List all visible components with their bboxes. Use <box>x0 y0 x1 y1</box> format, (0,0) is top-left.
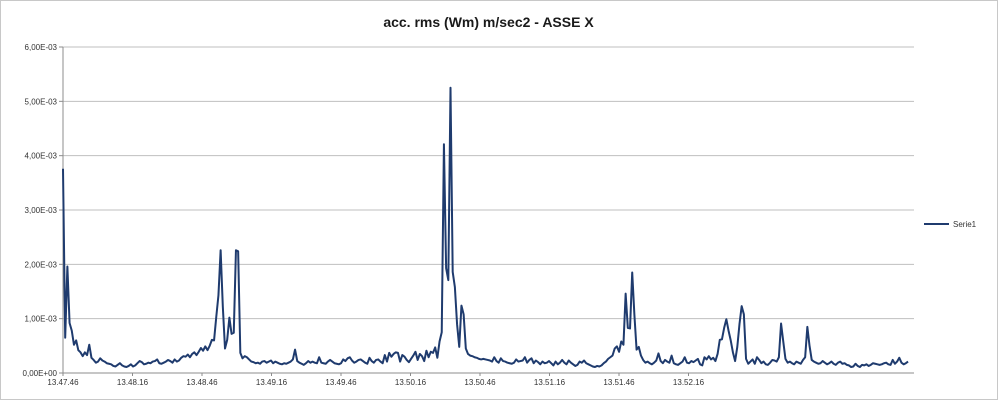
x-tick-label: 13.48.16 <box>117 378 149 387</box>
x-tick-label: 13.51.16 <box>534 378 566 387</box>
series-line <box>62 86 909 369</box>
legend-label: Serie1 <box>953 220 977 229</box>
x-tick-label: 13.52.16 <box>673 378 705 387</box>
x-tick-label: 13.49.16 <box>256 378 288 387</box>
y-tick-label: 2,00E-03 <box>25 260 58 269</box>
x-tick-label: 13.51.46 <box>603 378 635 387</box>
y-tick-label: 3,00E-03 <box>25 206 58 215</box>
y-tick-label: 0,00E+00 <box>23 369 58 378</box>
y-tick-label: 5,00E-03 <box>25 97 58 106</box>
x-tick-label: 13.47.46 <box>47 378 79 387</box>
chart-title: acc. rms (Wm) m/sec2 - ASSE X <box>383 14 594 30</box>
y-tick-label: 4,00E-03 <box>25 152 58 161</box>
x-tick-label: 13.49.46 <box>325 378 357 387</box>
x-tick-label: 13.48.46 <box>186 378 218 387</box>
x-tick-label: 13.50.16 <box>395 378 427 387</box>
x-tick-label: 13.50.46 <box>464 378 496 387</box>
y-tick-label: 6,00E-03 <box>25 43 58 52</box>
y-tick-label: 1,00E-03 <box>25 315 58 324</box>
